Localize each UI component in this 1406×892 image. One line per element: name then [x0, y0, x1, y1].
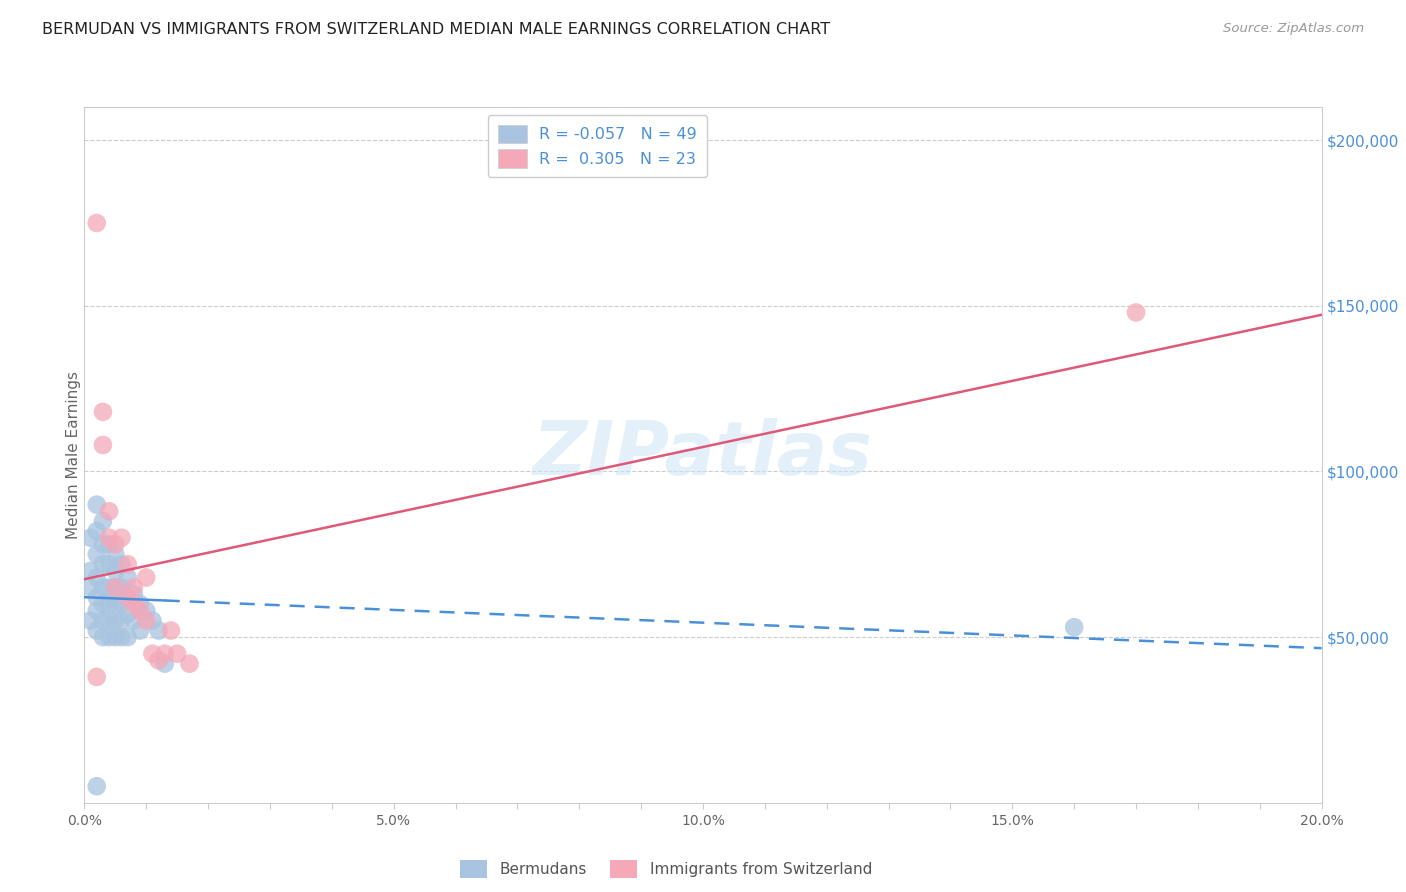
Point	[110, 558, 132, 572]
Point	[104, 547, 127, 561]
Y-axis label: Median Male Earnings: Median Male Earnings	[66, 371, 80, 539]
Point	[166, 647, 188, 661]
Point	[141, 647, 163, 661]
Point	[98, 614, 121, 628]
Point	[86, 591, 108, 605]
Point	[98, 537, 121, 551]
Point	[129, 624, 152, 638]
Point	[86, 547, 108, 561]
Point	[110, 614, 132, 628]
Point	[104, 581, 127, 595]
Point	[129, 604, 152, 618]
Point	[86, 524, 108, 538]
Point	[179, 657, 201, 671]
Point	[148, 653, 170, 667]
Text: BERMUDAN VS IMMIGRANTS FROM SWITZERLAND MEDIAN MALE EARNINGS CORRELATION CHART: BERMUDAN VS IMMIGRANTS FROM SWITZERLAND …	[42, 22, 831, 37]
Point	[104, 537, 127, 551]
Point	[98, 581, 121, 595]
Point	[104, 581, 127, 595]
Point	[117, 570, 139, 584]
Point	[122, 597, 145, 611]
Point	[86, 216, 108, 230]
Point	[153, 657, 176, 671]
Point	[160, 624, 183, 638]
Point	[91, 514, 114, 528]
Point	[135, 570, 157, 584]
Point	[110, 531, 132, 545]
Point	[110, 581, 132, 595]
Point	[117, 607, 139, 621]
Point	[135, 604, 157, 618]
Point	[79, 614, 101, 628]
Point	[1063, 620, 1085, 634]
Point	[104, 564, 127, 578]
Point	[86, 498, 108, 512]
Point	[91, 597, 114, 611]
Point	[129, 597, 152, 611]
Point	[117, 630, 139, 644]
Point	[117, 558, 139, 572]
Point	[91, 614, 114, 628]
Point	[148, 624, 170, 638]
Point	[91, 630, 114, 644]
Text: Source: ZipAtlas.com: Source: ZipAtlas.com	[1223, 22, 1364, 36]
Legend: Bermudans, Immigrants from Switzerland: Bermudans, Immigrants from Switzerland	[453, 853, 880, 886]
Point	[86, 779, 108, 793]
Point	[122, 614, 145, 628]
Point	[91, 405, 114, 419]
Point	[86, 570, 108, 584]
Point	[86, 604, 108, 618]
Point	[79, 581, 101, 595]
Point	[86, 670, 108, 684]
Point	[110, 597, 132, 611]
Point	[104, 614, 127, 628]
Point	[104, 630, 127, 644]
Point	[98, 597, 121, 611]
Point	[79, 531, 101, 545]
Text: ZIPatlas: ZIPatlas	[533, 418, 873, 491]
Point	[98, 504, 121, 518]
Point	[135, 614, 157, 628]
Point	[91, 438, 114, 452]
Point	[91, 558, 114, 572]
Point	[110, 630, 132, 644]
Point	[104, 597, 127, 611]
Point	[98, 630, 121, 644]
Point	[98, 531, 121, 545]
Point	[122, 587, 145, 601]
Point	[91, 537, 114, 551]
Point	[141, 614, 163, 628]
Point	[117, 591, 139, 605]
Point	[98, 558, 121, 572]
Point	[79, 564, 101, 578]
Point	[122, 581, 145, 595]
Point	[1125, 305, 1147, 319]
Point	[153, 647, 176, 661]
Point	[91, 581, 114, 595]
Point	[86, 624, 108, 638]
Point	[117, 591, 139, 605]
